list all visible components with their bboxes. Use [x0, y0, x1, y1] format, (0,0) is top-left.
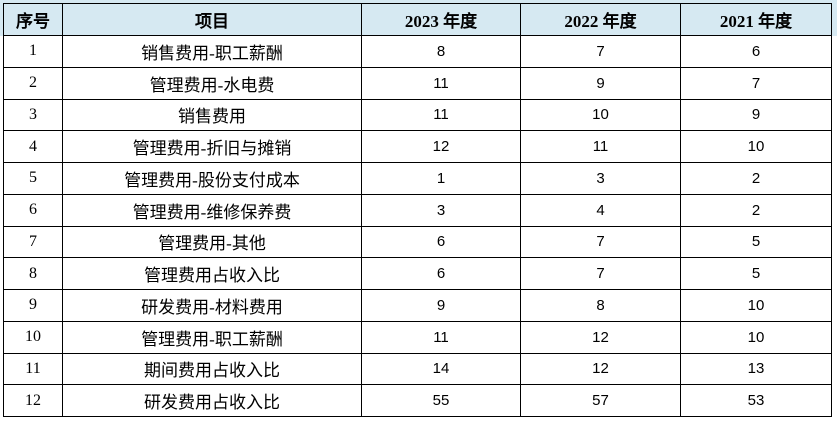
value-2021-cell: 10: [680, 320, 832, 354]
value-2022-cell: 4: [520, 193, 681, 227]
value-2022-cell: 3: [520, 162, 681, 195]
value-2021-cell: 10: [680, 289, 832, 322]
table-row: 3 销售费用 11 10 9: [3, 98, 832, 132]
item-cell: 销售费用-职工薪酬: [62, 35, 362, 68]
item-cell: 管理费用-职工薪酬: [62, 320, 362, 354]
item-cell: 管理费用-其他: [62, 225, 362, 259]
value-2022-cell: 7: [520, 257, 681, 290]
value-2023-cell: 8: [361, 35, 521, 68]
value-2023-cell: 11: [361, 320, 521, 354]
value-2023-cell: 9: [361, 289, 521, 322]
value-2021-cell: 5: [680, 257, 832, 290]
table-body: 1 销售费用-职工薪酬 8 7 6 2 管理费用-水电费 11 9 7 3 销售费用 11 10 9 4 管理费…: [3, 35, 832, 417]
table-row: 4 管理费用-折旧与摊销 12 11 10: [3, 130, 832, 163]
table-row: 8 管理费用占收入比 6 7 5: [3, 257, 832, 290]
value-2023-cell: 6: [361, 225, 521, 259]
row-no-cell: 10: [3, 320, 63, 354]
value-2021-cell: 13: [680, 352, 832, 386]
item-cell: 研发费用-材料费用: [62, 289, 362, 322]
value-2021-cell: 9: [680, 98, 832, 132]
row-no-cell: 11: [3, 352, 63, 386]
expense-table: 序号 项目 2023 年度 2022 年度 2021 年度 1 销售费用-职工薪酬…: [3, 3, 832, 417]
value-2023-cell: 55: [361, 384, 521, 417]
value-2022-cell: 9: [520, 66, 681, 100]
item-cell: 研发费用占收入比: [62, 384, 362, 417]
table-row: 2 管理费用-水电费 11 9 7: [3, 66, 832, 100]
row-no-cell: 7: [3, 225, 63, 259]
item-cell: 管理费用-水电费: [62, 66, 362, 100]
row-no-cell: 3: [3, 98, 63, 132]
row-no-cell: 1: [3, 35, 63, 68]
value-2022-cell: 11: [520, 130, 681, 163]
header-row: 序号 项目 2023 年度 2022 年度 2021 年度: [3, 3, 832, 36]
row-no-cell: 12: [3, 384, 63, 417]
row-no-cell: 9: [3, 289, 63, 322]
row-no-cell: 2: [3, 66, 63, 100]
value-2022-cell: 10: [520, 98, 681, 132]
row-no-cell: 8: [3, 257, 63, 290]
table-row: 5 管理费用-股份支付成本 1 3 2: [3, 162, 832, 195]
row-no-cell: 6: [3, 193, 63, 227]
value-2023-cell: 6: [361, 257, 521, 290]
item-cell: 管理费用-股份支付成本: [62, 162, 362, 195]
value-2021-cell: 7: [680, 66, 832, 100]
header-cell-2021: 2021 年度: [680, 3, 832, 36]
value-2022-cell: 12: [520, 320, 681, 354]
table-row: 6 管理费用-维修保养费 3 4 2: [3, 193, 832, 227]
value-2021-cell: 6: [680, 35, 832, 68]
item-cell: 销售费用: [62, 98, 362, 132]
header-cell-2022: 2022 年度: [520, 3, 681, 36]
item-cell: 管理费用-维修保养费: [62, 193, 362, 227]
value-2022-cell: 12: [520, 352, 681, 386]
value-2023-cell: 11: [361, 66, 521, 100]
value-2022-cell: 8: [520, 289, 681, 322]
table-row: 11 期间费用占收入比 14 12 13: [3, 352, 832, 386]
value-2023-cell: 12: [361, 130, 521, 163]
table-row: 7 管理费用-其他 6 7 5: [3, 225, 832, 259]
table-row: 12 研发费用占收入比 55 57 53: [3, 384, 832, 417]
item-cell: 期间费用占收入比: [62, 352, 362, 386]
value-2022-cell: 7: [520, 225, 681, 259]
row-no-cell: 5: [3, 162, 63, 195]
value-2021-cell: 10: [680, 130, 832, 163]
table-row: 1 销售费用-职工薪酬 8 7 6: [3, 35, 832, 68]
header-cell-item: 项目: [62, 3, 362, 36]
value-2022-cell: 7: [520, 35, 681, 68]
item-cell: 管理费用占收入比: [62, 257, 362, 290]
item-cell: 管理费用-折旧与摊销: [62, 130, 362, 163]
table-row: 10 管理费用-职工薪酬 11 12 10: [3, 320, 832, 354]
value-2023-cell: 1: [361, 162, 521, 195]
table-row: 9 研发费用-材料费用 9 8 10: [3, 289, 832, 322]
value-2023-cell: 11: [361, 98, 521, 132]
value-2021-cell: 2: [680, 193, 832, 227]
value-2021-cell: 53: [680, 384, 832, 417]
header-cell-2023: 2023 年度: [361, 3, 521, 36]
value-2023-cell: 14: [361, 352, 521, 386]
value-2021-cell: 5: [680, 225, 832, 259]
header-cell-no: 序号: [3, 3, 63, 36]
table-header: 序号 项目 2023 年度 2022 年度 2021 年度: [3, 3, 832, 36]
value-2023-cell: 3: [361, 193, 521, 227]
row-no-cell: 4: [3, 130, 63, 163]
value-2021-cell: 2: [680, 162, 832, 195]
value-2022-cell: 57: [520, 384, 681, 417]
